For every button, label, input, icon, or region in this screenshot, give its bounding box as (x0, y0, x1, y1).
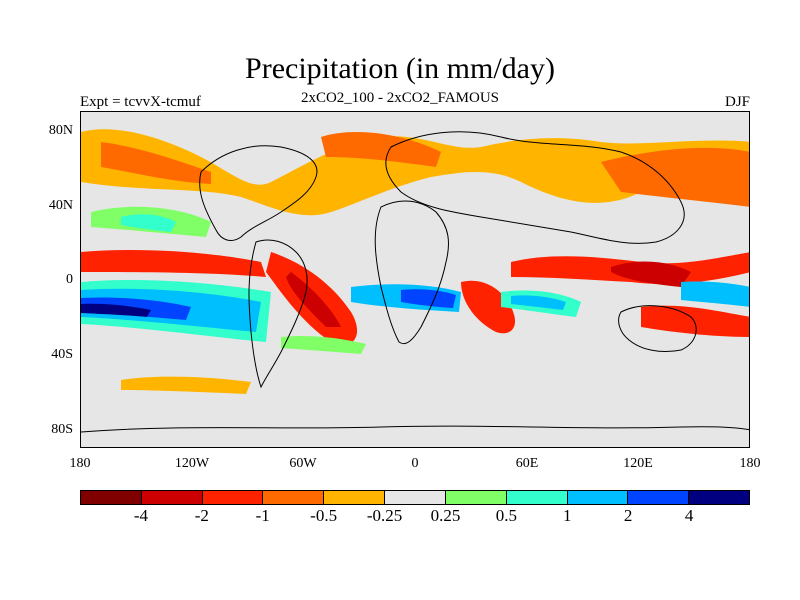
green-patch-south-atlantic (281, 335, 366, 354)
colorbar-tick-label: -4 (133, 506, 148, 525)
cyan-patch-north-pacific (121, 214, 176, 232)
season-label: DJF (724, 94, 750, 110)
colorbar-segment (385, 491, 446, 504)
south-america-outline (248, 239, 308, 389)
colorbar-tick-label: -1 (255, 506, 270, 525)
x-tick-label: 60E (515, 456, 539, 471)
x-tick-label: 60W (289, 456, 317, 471)
north-america-outline (199, 145, 318, 241)
colorbar-tick-label: 0.25 (430, 506, 461, 525)
antarctica-outline (81, 425, 749, 433)
x-tick-label: 180 (739, 456, 761, 471)
navy-core-south-pacific (81, 303, 151, 317)
orange-band-north (81, 129, 749, 216)
y-tick-label: 80N (48, 123, 73, 138)
dark-red-patch-south-america (286, 272, 341, 327)
y-tick-label: 40S (51, 347, 73, 362)
colorbar-segment (628, 491, 690, 504)
coastlines (81, 131, 749, 433)
dark-blue-patch-south-atlantic (401, 289, 456, 308)
colorbar-tick-label: -0.5 (310, 506, 338, 525)
red-band-equator-west (81, 250, 266, 277)
x-tick-label: 120E (623, 456, 653, 471)
colorbar-segment (567, 491, 629, 504)
x-tick-label: 0 (411, 456, 419, 471)
y-tick-label: 80S (51, 422, 73, 437)
colorbar-segment (263, 491, 325, 504)
blue-patch-indian-ocean (511, 295, 566, 310)
y-tick-label: 0 (66, 272, 73, 287)
colorbar-segment (324, 491, 386, 504)
africa-outline (374, 200, 449, 345)
x-tick-label: 120W (174, 456, 210, 471)
orange-patch-asia (601, 147, 749, 207)
positive-anomaly-fields (81, 206, 749, 354)
colorbar-segment (506, 491, 568, 504)
negative-anomaly-fields (81, 129, 749, 394)
colorbar-segment (81, 491, 142, 504)
x-tick-label: 180 (69, 456, 91, 471)
colorbar-tick-label: 2 (623, 506, 633, 525)
colorbar-tick-label: -0.25 (366, 506, 403, 525)
precipitation-map (81, 112, 749, 447)
eurasia-outline (385, 131, 685, 244)
dark-red-patch-indonesia (611, 261, 691, 287)
plot-title: Precipitation (in mm/day) (245, 52, 555, 85)
australia-outline (618, 305, 697, 353)
colorbar-tick-label: 0.5 (495, 506, 517, 525)
red-band-south-pacific (641, 305, 749, 337)
orange-patch-nw (101, 142, 211, 184)
experiment-label: Expt = tcvvX-tcmuf (80, 94, 201, 110)
comparison-label: 2xCO2_100 - 2xCO2_FAMOUS (300, 90, 500, 106)
colorbar-tick-label: -2 (194, 506, 209, 525)
orange-patch-atlantic (321, 132, 441, 167)
blue-patch-west-pacific (681, 281, 749, 307)
colorbar-segment (445, 491, 507, 504)
colorbar-segment (689, 491, 749, 504)
colorbar-segment (141, 491, 203, 504)
colorbar-segment (202, 491, 264, 504)
colorbar (80, 490, 750, 505)
colorbar-tick-label: 1 (563, 506, 572, 525)
colorbar-tick-label: 4 (684, 506, 694, 525)
orange-band-southern-ocean (121, 376, 251, 394)
y-tick-label: 40N (48, 198, 73, 213)
map-panel (80, 111, 750, 448)
